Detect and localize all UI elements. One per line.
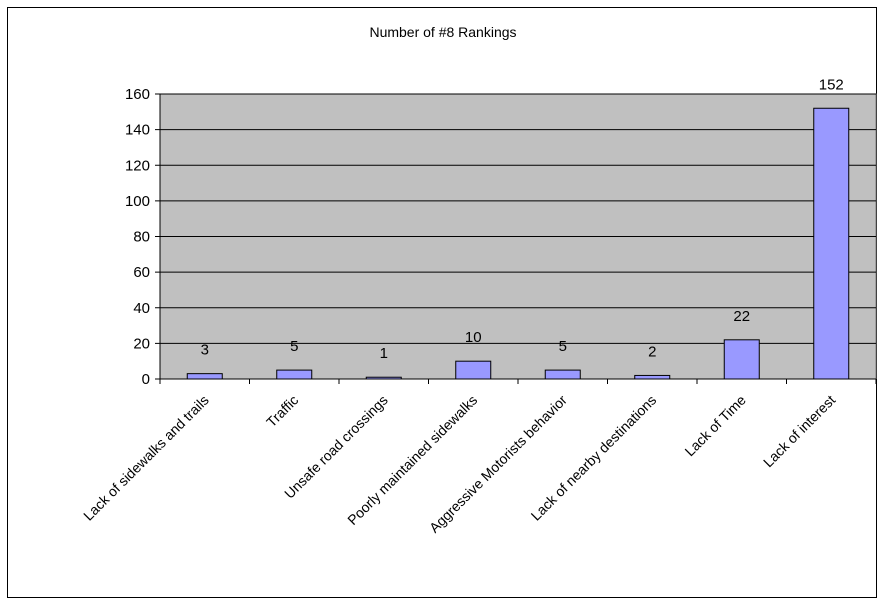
data-label: 22 xyxy=(733,308,750,325)
y-axis: 0 20 40 60 80 100 120 140 160 xyxy=(125,86,161,388)
bar xyxy=(634,374,671,380)
bar xyxy=(455,360,492,380)
data-label: 2 xyxy=(648,343,656,360)
category-labels: Lack of sidewalks and trails TrafficUnsaf… xyxy=(80,392,838,536)
bar xyxy=(813,107,850,380)
y-tick-label: 120 xyxy=(125,157,150,174)
data-label: 152 xyxy=(819,76,844,93)
y-tick-label: 100 xyxy=(125,193,150,210)
y-tick-label: 140 xyxy=(125,122,150,139)
y-tick-label: 0 xyxy=(142,371,150,388)
bar xyxy=(544,369,581,380)
bars xyxy=(186,107,850,380)
y-tick-label: 60 xyxy=(133,264,150,281)
category-label: Lack of Time xyxy=(681,392,749,460)
category-label: Lack of sidewalks and trails xyxy=(80,392,212,524)
bar xyxy=(276,369,313,380)
data-label: 1 xyxy=(380,345,388,362)
x-axis xyxy=(159,378,877,384)
y-tick-label: 20 xyxy=(133,335,150,352)
bar xyxy=(365,376,402,380)
bar xyxy=(186,373,223,380)
data-label: 10 xyxy=(465,329,482,346)
y-tick-label: 80 xyxy=(133,229,150,246)
y-tick-label: 160 xyxy=(125,86,150,103)
category-label: Lack of interest xyxy=(760,392,839,471)
data-label: 3 xyxy=(201,342,209,359)
category-label: Traffic xyxy=(263,392,301,430)
data-label: 5 xyxy=(290,338,298,355)
bar xyxy=(723,339,760,380)
y-tick-label: 40 xyxy=(133,300,150,317)
data-label: 5 xyxy=(559,338,567,355)
chart-title: Number of #8 Rankings xyxy=(369,24,517,40)
